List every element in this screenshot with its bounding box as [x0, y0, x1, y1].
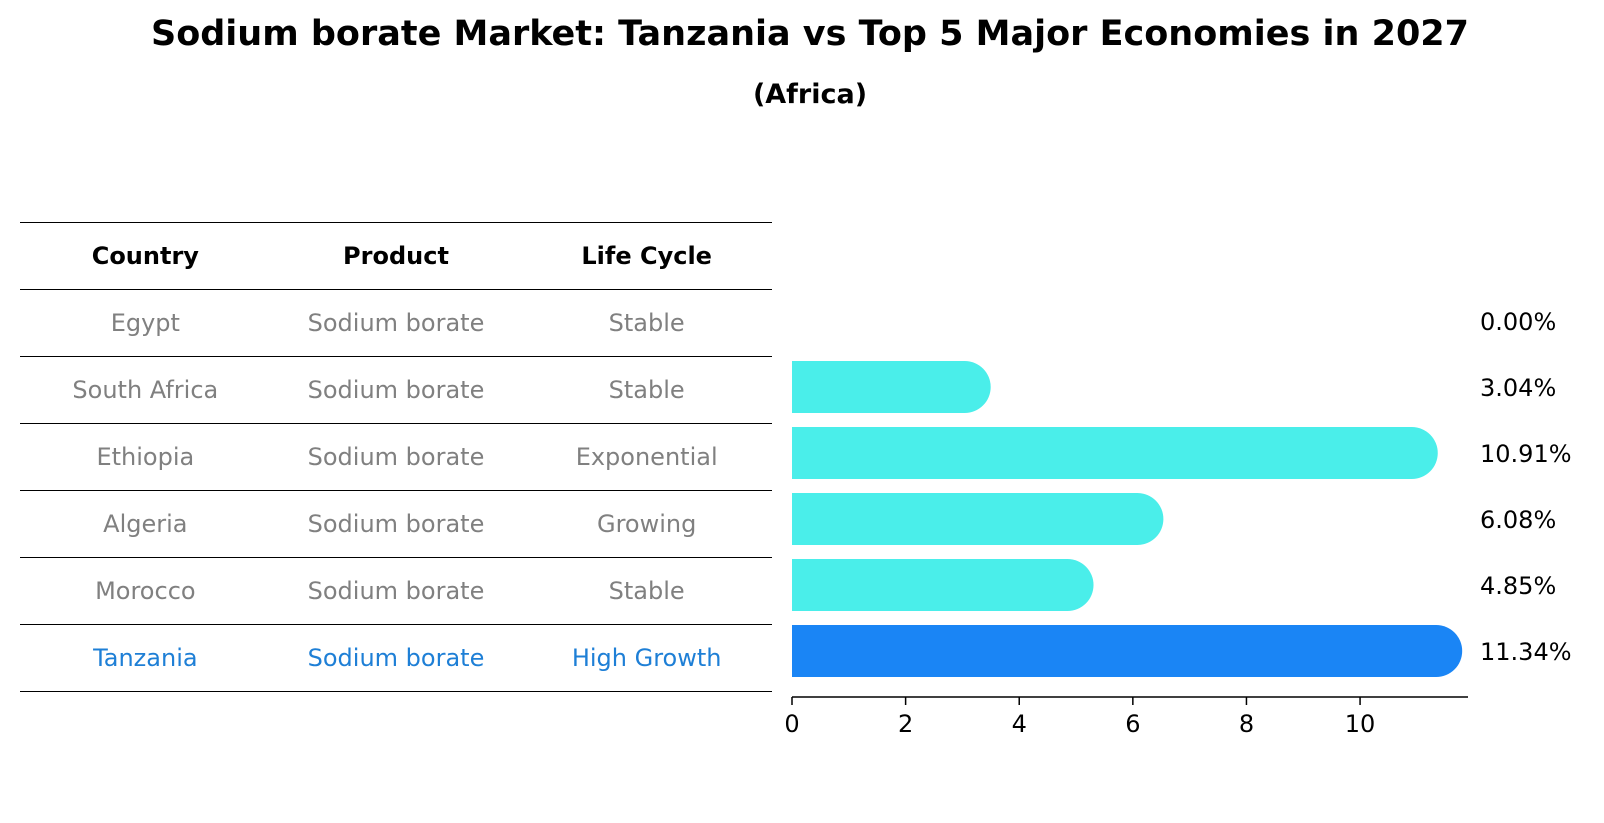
bar-value-label-tanzania: 11.34% [1480, 638, 1572, 666]
cell-life-cycle: Stable [521, 356, 772, 424]
cell-country: Tanzania [20, 624, 271, 692]
cell-country: Morocco [20, 557, 271, 625]
bar-tanzania [792, 625, 1463, 677]
bar-value-label-egypt: 0.00% [1480, 308, 1556, 336]
cell-product: Sodium borate [270, 356, 522, 424]
x-tick-label: 8 [1239, 710, 1254, 738]
bar-value-label-ethiopia: 10.91% [1480, 440, 1572, 468]
table-row: South Africa Sodium borate Stable [20, 356, 772, 424]
cell-country: Egypt [20, 289, 271, 357]
cell-life-cycle: Stable [521, 557, 772, 625]
cell-product: Sodium borate [270, 423, 522, 491]
bar-ethiopia [792, 427, 1438, 479]
cell-product: Sodium borate [270, 490, 522, 558]
bar-morocco [792, 559, 1094, 611]
cell-life-cycle: Stable [521, 289, 772, 357]
bar-value-label-morocco: 4.85% [1480, 572, 1556, 600]
chart-subtitle: (Africa) [752, 79, 868, 110]
chart-title: Sodium borate Market: Tanzania vs Top 5 … [150, 14, 1470, 54]
x-tick-label: 10 [1345, 710, 1376, 738]
cell-product: Sodium borate [270, 557, 522, 625]
table-row: Morocco Sodium borate Stable [20, 557, 772, 625]
table-header-row: Country Product Life Cycle [20, 222, 772, 290]
cell-country: Ethiopia [20, 423, 271, 491]
cell-product: Sodium borate [270, 289, 522, 357]
cell-country: South Africa [20, 356, 271, 424]
cell-country: Algeria [20, 490, 271, 558]
bar-algeria [792, 493, 1164, 545]
bar-value-label-south-africa: 3.04% [1480, 374, 1556, 402]
header-country: Country [20, 222, 271, 290]
cell-life-cycle: High Growth [521, 624, 772, 692]
x-tick-label: 2 [898, 710, 913, 738]
x-tick-label: 6 [1125, 710, 1140, 738]
x-tick-label: 4 [1012, 710, 1027, 738]
table-row: Egypt Sodium borate Stable [20, 289, 772, 357]
data-table: Country Product Life Cycle Egypt Sodium … [20, 222, 772, 692]
cell-life-cycle: Growing [521, 490, 772, 558]
x-tick-label: 0 [784, 710, 799, 738]
bar-value-label-algeria: 6.08% [1480, 506, 1556, 534]
table-row: Algeria Sodium borate Growing [20, 490, 772, 558]
header-product: Product [270, 222, 522, 290]
cell-product: Sodium borate [270, 624, 522, 692]
header-life-cycle: Life Cycle [521, 222, 772, 290]
cell-life-cycle: Exponential [521, 423, 772, 491]
table-row-highlighted: Tanzania Sodium borate High Growth [20, 624, 772, 692]
table-row: Ethiopia Sodium borate Exponential [20, 423, 772, 491]
bar-south-africa [792, 361, 991, 413]
